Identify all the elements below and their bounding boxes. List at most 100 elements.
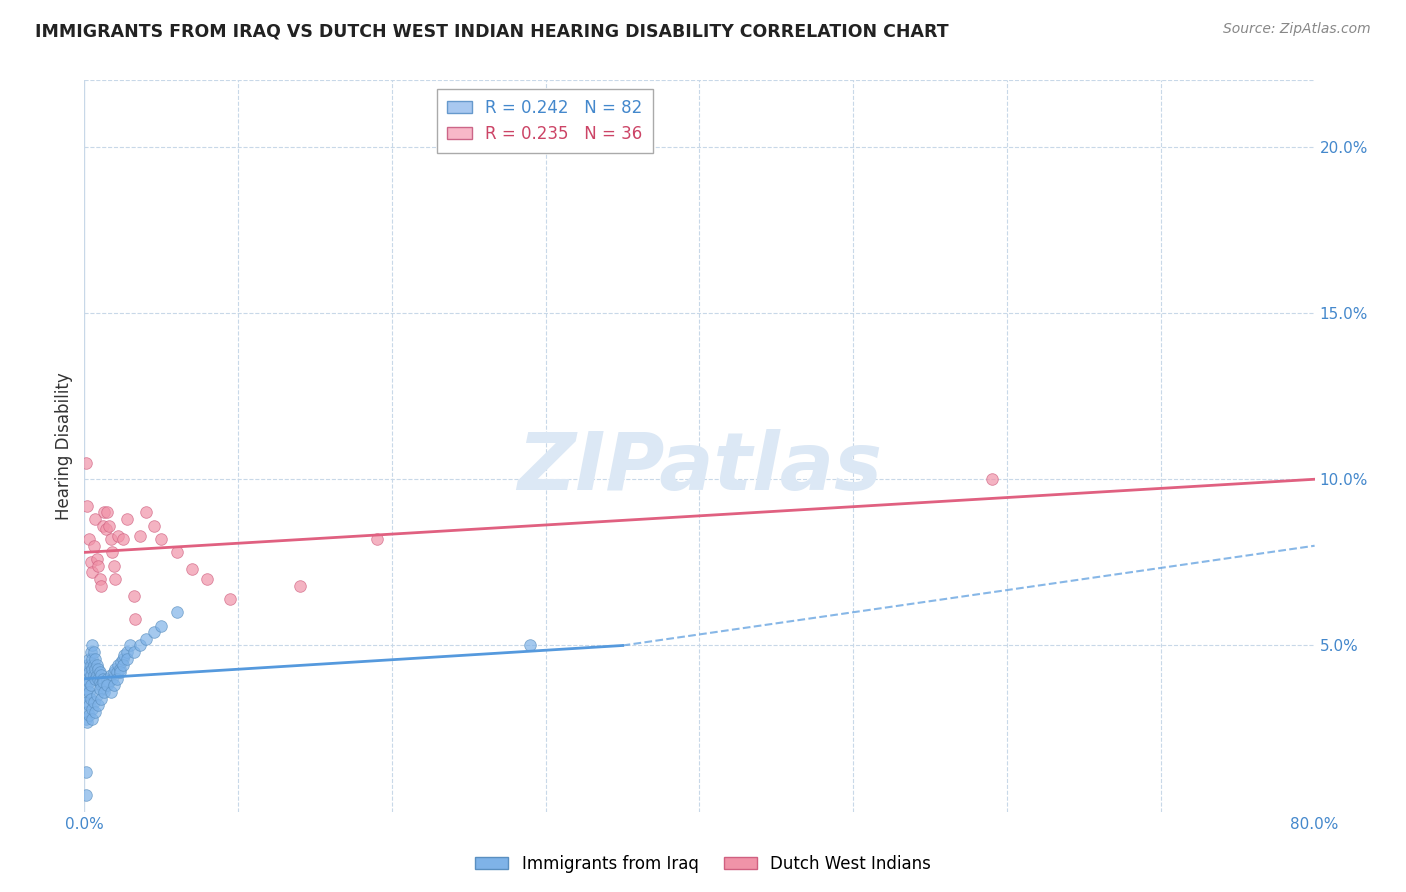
Point: [181, 562, 204, 576]
Point: [100, 685, 122, 699]
Point: [79, 658, 101, 673]
Point: [105, 672, 128, 686]
Point: [86, 552, 108, 566]
Point: [117, 512, 139, 526]
Point: [87, 558, 110, 573]
Point: [75, 764, 97, 779]
Point: [111, 658, 134, 673]
Point: [80, 652, 103, 666]
Point: [76, 681, 98, 696]
Point: [75, 665, 97, 679]
Point: [124, 612, 146, 626]
Point: [91, 672, 114, 686]
Point: [100, 668, 122, 682]
Point: [77, 652, 100, 666]
Point: [107, 529, 129, 543]
Point: [91, 518, 114, 533]
Point: [103, 665, 125, 679]
Point: [90, 678, 112, 692]
Point: [89, 675, 111, 690]
Point: [79, 691, 101, 706]
Point: [94, 522, 117, 536]
Point: [112, 648, 135, 663]
Point: [108, 662, 131, 676]
Point: [91, 681, 114, 696]
Point: [108, 665, 131, 679]
Point: [86, 668, 108, 682]
Point: [166, 605, 188, 619]
Point: [93, 506, 115, 520]
Point: [77, 698, 100, 713]
Point: [79, 668, 101, 682]
Point: [366, 532, 388, 546]
Point: [107, 658, 129, 673]
Point: [83, 645, 105, 659]
Point: [80, 639, 103, 653]
Point: [96, 672, 118, 686]
Point: [77, 665, 100, 679]
Point: [83, 695, 105, 709]
Point: [76, 695, 98, 709]
Point: [90, 668, 112, 682]
Point: [101, 545, 124, 559]
Point: [100, 532, 122, 546]
Point: [105, 665, 128, 679]
Legend: R = 0.242   N = 82, R = 0.235   N = 36: R = 0.242 N = 82, R = 0.235 N = 36: [437, 88, 652, 153]
Point: [104, 572, 127, 586]
Point: [89, 665, 111, 679]
Point: [94, 678, 117, 692]
Point: [93, 675, 115, 690]
Point: [83, 668, 105, 682]
Point: [84, 705, 107, 719]
Point: [80, 701, 103, 715]
Text: Source: ZipAtlas.com: Source: ZipAtlas.com: [1223, 22, 1371, 37]
Point: [76, 705, 98, 719]
Point: [93, 685, 115, 699]
Point: [110, 655, 132, 669]
Point: [89, 572, 111, 586]
Point: [80, 712, 103, 726]
Point: [135, 632, 157, 646]
Point: [84, 672, 107, 686]
Y-axis label: Hearing Disability: Hearing Disability: [55, 372, 73, 520]
Point: [104, 662, 127, 676]
Point: [86, 689, 108, 703]
Point: [96, 678, 118, 692]
Point: [96, 506, 118, 520]
Point: [76, 499, 98, 513]
Point: [86, 658, 108, 673]
Point: [219, 591, 242, 606]
Point: [111, 532, 134, 546]
Point: [91, 675, 114, 690]
Point: [90, 691, 112, 706]
Point: [128, 529, 150, 543]
Point: [83, 658, 105, 673]
Point: [87, 672, 110, 686]
Point: [80, 566, 103, 580]
Point: [128, 639, 150, 653]
Point: [80, 662, 103, 676]
Point: [98, 518, 120, 533]
Point: [75, 456, 97, 470]
Point: [77, 708, 100, 723]
Point: [79, 555, 101, 569]
Point: [519, 639, 541, 653]
Point: [76, 672, 98, 686]
Point: [75, 712, 97, 726]
Point: [75, 788, 97, 802]
Point: [77, 675, 100, 690]
Point: [103, 678, 125, 692]
Point: [76, 714, 98, 729]
Point: [122, 645, 145, 659]
Text: IMMIGRANTS FROM IRAQ VS DUTCH WEST INDIAN HEARING DISABILITY CORRELATION CHART: IMMIGRANTS FROM IRAQ VS DUTCH WEST INDIA…: [35, 22, 949, 40]
Point: [197, 572, 219, 586]
Point: [142, 518, 165, 533]
Point: [79, 678, 101, 692]
Point: [150, 618, 173, 632]
Point: [150, 532, 173, 546]
Point: [90, 579, 112, 593]
Point: [89, 681, 111, 696]
Point: [87, 662, 110, 676]
Point: [980, 472, 1002, 486]
Point: [84, 652, 107, 666]
